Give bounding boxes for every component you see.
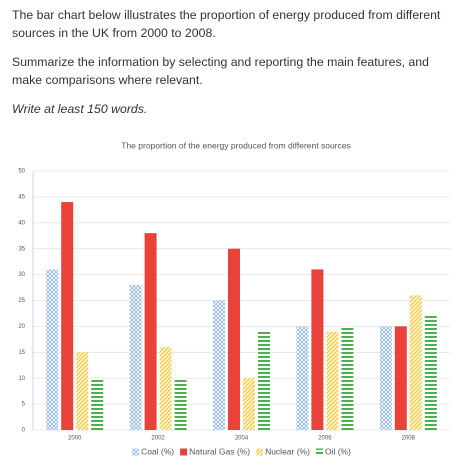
- y-tick-label: 50: [18, 169, 25, 175]
- bar: [409, 295, 422, 430]
- x-tick-label: 2004: [235, 436, 249, 442]
- y-tick-label: 5: [22, 402, 26, 408]
- y-tick-label: 15: [18, 350, 25, 356]
- paragraph: Summarize the information by selecting a…: [12, 55, 429, 87]
- y-tick-label: 10: [18, 376, 25, 382]
- bar: [129, 284, 142, 430]
- prompt: The bar chart below illustrates the prop…: [12, 6, 458, 129]
- bar: [394, 326, 407, 430]
- bar: [144, 233, 157, 430]
- bar: [76, 352, 89, 430]
- x-tick-label: 2000: [68, 436, 82, 442]
- bar: [341, 326, 354, 430]
- bar: [228, 248, 240, 430]
- legend-label: Oil (%): [325, 446, 351, 456]
- bar: [326, 331, 339, 430]
- bar: [174, 378, 187, 430]
- y-tick-label: 25: [18, 298, 25, 304]
- y-tick-label: 40: [18, 220, 25, 226]
- y-tick-label: 30: [18, 272, 25, 278]
- y-tick-label: 0: [22, 428, 26, 434]
- bar: [424, 316, 437, 430]
- legend-marker: [180, 448, 188, 456]
- bar: [296, 326, 309, 430]
- y-tick-label: 20: [18, 324, 25, 330]
- bar: [159, 347, 172, 430]
- y-tick-label: 35: [18, 246, 25, 252]
- bar: [379, 326, 392, 430]
- instruction: Write at least 150 words.: [12, 102, 148, 116]
- legend-marker: [132, 448, 140, 456]
- legend-label: Coal (%): [141, 446, 174, 456]
- x-tick-label: 2002: [151, 436, 165, 442]
- legend-label: Nuclear (%): [265, 446, 310, 456]
- chart-title: The proportion of the energy produced fr…: [121, 140, 350, 150]
- x-tick-label: 2006: [318, 436, 332, 442]
- paragraph: The bar chart below illustrates the prop…: [12, 8, 441, 40]
- y-tick-label: 45: [18, 194, 25, 200]
- legend-label: Natural Gas (%): [189, 446, 250, 456]
- x-tick-label: 2008: [402, 436, 416, 442]
- bar: [258, 331, 270, 430]
- bar: [46, 269, 59, 430]
- bar: [311, 269, 324, 430]
- bar: [213, 300, 225, 430]
- legend: Coal (%) Natural Gas (%) Nuclear (%) Oil (%…: [132, 446, 351, 456]
- bar: [91, 378, 104, 430]
- legend-marker: [315, 448, 323, 456]
- bar: [61, 202, 74, 430]
- legend-marker: [256, 448, 264, 456]
- bar: [243, 378, 255, 430]
